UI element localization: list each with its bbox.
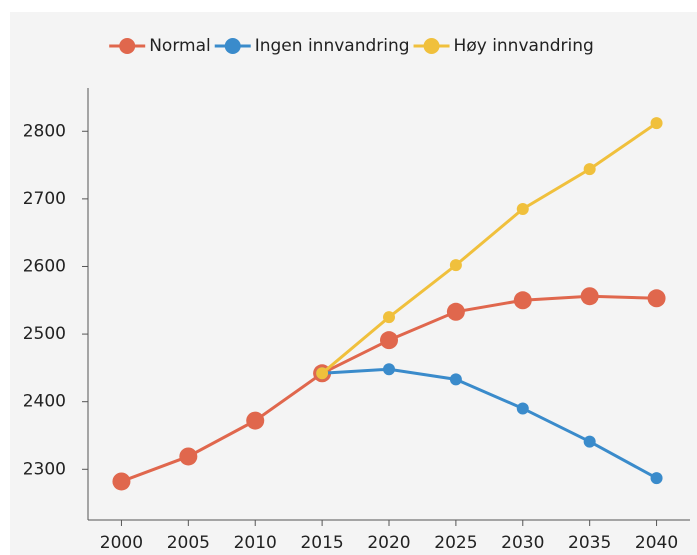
legend-label: Normal xyxy=(149,36,211,56)
series-line xyxy=(321,121,658,375)
point xyxy=(650,117,663,130)
point xyxy=(647,289,666,308)
point xyxy=(179,447,198,466)
legend-marker xyxy=(224,38,241,54)
point xyxy=(383,311,395,324)
legend-marker xyxy=(119,38,136,54)
point xyxy=(583,163,596,176)
x-tick-label: 2015 xyxy=(300,533,343,553)
x-tick-label: 2005 xyxy=(167,533,210,553)
y-tick-label: 2600 xyxy=(23,256,66,276)
point xyxy=(513,291,532,310)
panel xyxy=(10,12,697,555)
point xyxy=(516,203,529,216)
x-tick-label: 2035 xyxy=(568,533,611,553)
x-tick-label: 2025 xyxy=(434,533,477,553)
legend-item: Normal xyxy=(109,36,211,56)
y-tick-label: 2700 xyxy=(23,189,66,209)
legend-label: Høy innvandring xyxy=(454,36,594,56)
point xyxy=(580,287,599,306)
legend-item: Ingen innvandring xyxy=(214,36,410,56)
x-tick-label: 2030 xyxy=(501,533,544,553)
point xyxy=(112,472,131,491)
point xyxy=(449,373,462,386)
legend-label: Ingen innvandring xyxy=(255,36,410,56)
point xyxy=(516,402,529,415)
point xyxy=(383,363,395,376)
point xyxy=(380,331,398,350)
x-tick-label: 2010 xyxy=(234,533,277,553)
y-tick-label: 2800 xyxy=(23,121,66,141)
point xyxy=(316,367,329,380)
legend-marker xyxy=(423,38,440,54)
y-tick-label: 2400 xyxy=(23,392,66,412)
legend-item: Høy innvandring xyxy=(413,36,594,56)
point xyxy=(449,259,462,272)
series-line xyxy=(322,367,658,480)
x-tick-label: 2000 xyxy=(100,533,143,553)
x-tick-label: 2040 xyxy=(635,533,678,553)
y-tick-label: 2300 xyxy=(23,459,66,479)
y-tick-label: 2500 xyxy=(23,324,66,344)
point xyxy=(246,411,265,430)
point xyxy=(583,435,596,448)
x-tick-label: 2020 xyxy=(367,533,410,553)
point xyxy=(446,302,465,321)
point xyxy=(650,472,663,485)
